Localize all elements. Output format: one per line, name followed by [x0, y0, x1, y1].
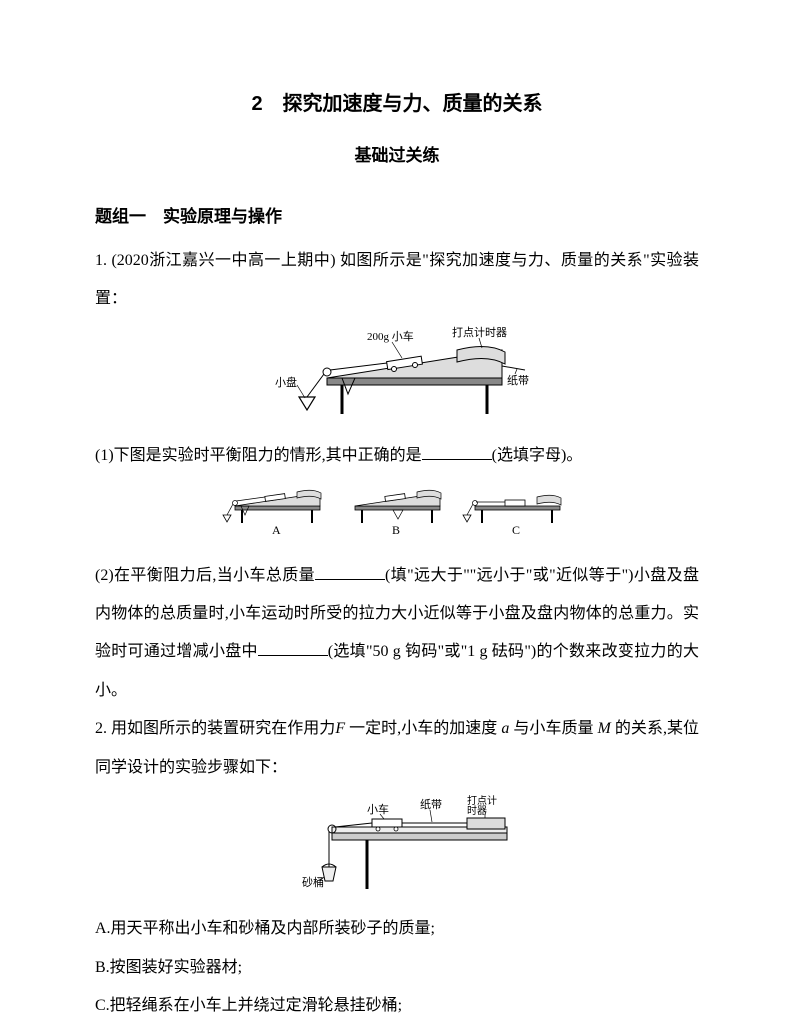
- blank-3: [258, 640, 328, 656]
- option-label-a: A: [272, 523, 281, 537]
- q2-figure: 小车 纸带 打点计 时器 砂桶: [95, 791, 699, 906]
- page-title: 2 探究加速度与力、质量的关系: [95, 80, 699, 128]
- q1-figure-main: 200g 小车 打点计时器 小盘 纸带: [95, 322, 699, 432]
- q1-intro: 1. (2020浙江嘉兴一中高一上期中) 如图所示是"探究加速度与力、质量的关系…: [95, 242, 699, 319]
- q1-part2: (2)在平衡阻力后,当小车总质量(填"远大于""远小于"或"近似等于")小盘及盘…: [95, 557, 699, 711]
- q1-part1: (1)下图是实验时平衡阻力的情形,其中正确的是 (选填字母)。: [95, 437, 699, 475]
- fig2-label-cart: 小车: [367, 802, 389, 816]
- q1-figure-options: A B C: [95, 479, 699, 552]
- fig2-label-bucket: 砂桶: [302, 875, 324, 889]
- q2-step-b: B.按图装好实验器材;: [95, 949, 699, 987]
- q1-part1-a: (1)下图是实验时平衡阻力的情形,其中正确的是: [95, 447, 422, 464]
- var-F: F: [335, 720, 345, 737]
- fig-label-cart: 200g 小车: [367, 329, 414, 343]
- q2-intro-a: 2. 用如图所示的装置研究在作用力: [95, 720, 335, 737]
- q1-part1-b: (选填字母)。: [492, 447, 583, 464]
- option-label-b: B: [392, 523, 400, 537]
- var-M: M: [598, 720, 611, 737]
- group-header-1: 题组一 实验原理与操作: [95, 197, 699, 238]
- q2-intro-b: 一定时,小车的加速度: [349, 720, 497, 737]
- var-a: a: [501, 720, 509, 737]
- option-label-c: C: [512, 523, 520, 537]
- fig2-label-tape: 纸带: [420, 798, 442, 811]
- q2-step-c: C.把轻绳系在小车上并绕过定滑轮悬挂砂桶;: [95, 987, 699, 1025]
- fig-label-tape: 纸带: [507, 374, 529, 387]
- q2-step-a: A.用天平称出小车和砂桶及内部所装砂子的质量;: [95, 910, 699, 948]
- blank-1: [422, 444, 492, 460]
- q1-part2-a: (2)在平衡阻力后,当小车总质量: [95, 567, 315, 584]
- svg-text:时器: 时器: [467, 805, 487, 817]
- q2-intro: 2. 用如图所示的装置研究在作用力F 一定时,小车的加速度 a 与小车质量 M …: [95, 710, 699, 787]
- q2-intro-c: 与小车质量: [513, 720, 593, 737]
- blank-2: [315, 564, 385, 580]
- fig-label-timer: 打点计时器: [452, 325, 507, 339]
- page-subtitle: 基础过关练: [95, 136, 699, 177]
- fig-label-dish: 小盘: [275, 375, 297, 389]
